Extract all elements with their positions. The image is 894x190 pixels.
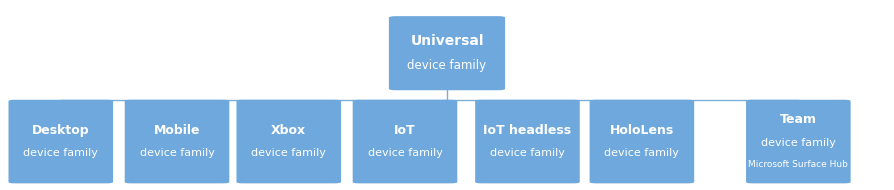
Text: Xbox: Xbox bbox=[271, 124, 307, 137]
Text: device family: device family bbox=[604, 148, 679, 158]
Text: device family: device family bbox=[23, 148, 98, 158]
FancyBboxPatch shape bbox=[125, 100, 229, 183]
Text: device family: device family bbox=[251, 148, 326, 158]
Text: device family: device family bbox=[408, 59, 486, 72]
Text: IoT: IoT bbox=[394, 124, 416, 137]
FancyBboxPatch shape bbox=[352, 100, 458, 183]
Text: Mobile: Mobile bbox=[154, 124, 200, 137]
FancyBboxPatch shape bbox=[9, 100, 113, 183]
Text: Team: Team bbox=[780, 113, 817, 126]
Text: Microsoft Surface Hub: Microsoft Surface Hub bbox=[748, 160, 848, 169]
FancyBboxPatch shape bbox=[476, 100, 579, 183]
Text: Universal: Universal bbox=[410, 34, 484, 48]
Text: device family: device family bbox=[761, 139, 836, 148]
FancyBboxPatch shape bbox=[236, 100, 341, 183]
FancyBboxPatch shape bbox=[389, 16, 505, 90]
FancyBboxPatch shape bbox=[746, 100, 850, 183]
Text: HoloLens: HoloLens bbox=[610, 124, 674, 137]
Text: device family: device family bbox=[139, 148, 215, 158]
FancyBboxPatch shape bbox=[590, 100, 694, 183]
Text: device family: device family bbox=[367, 148, 443, 158]
Text: Desktop: Desktop bbox=[32, 124, 89, 137]
Text: device family: device family bbox=[490, 148, 565, 158]
Text: IoT headless: IoT headless bbox=[484, 124, 571, 137]
